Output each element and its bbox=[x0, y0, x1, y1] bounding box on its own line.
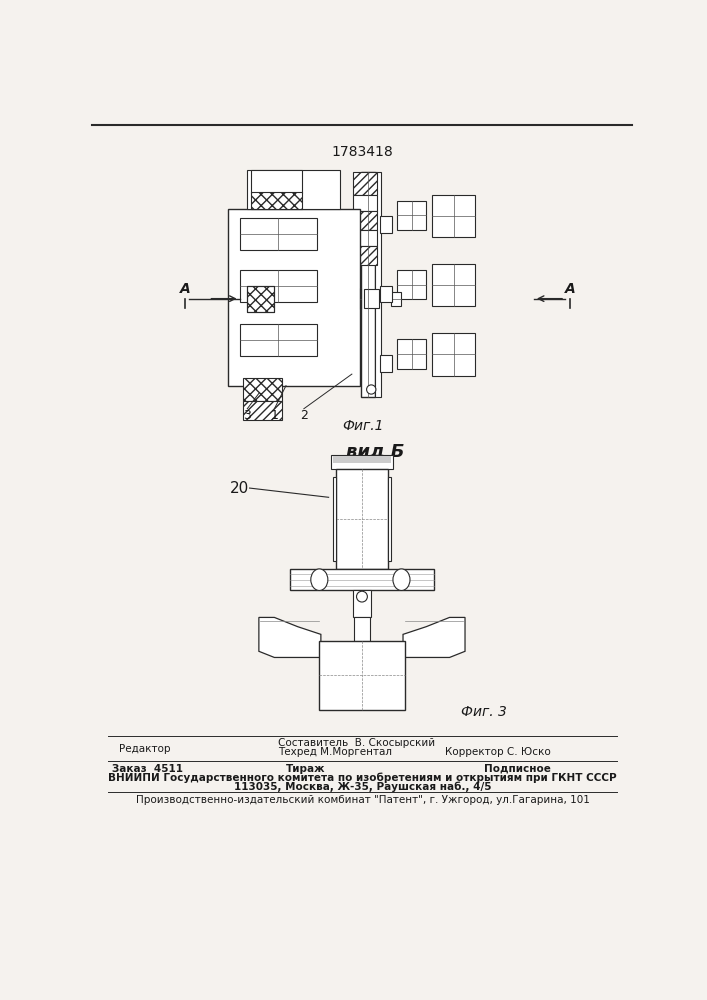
Bar bbox=[380, 355, 392, 372]
Text: Составитель  В. Скосырский: Составитель В. Скосырский bbox=[279, 738, 436, 748]
Text: 1783418: 1783418 bbox=[332, 145, 394, 159]
Bar bbox=[243, 401, 282, 420]
Text: 1: 1 bbox=[271, 409, 279, 422]
Bar bbox=[332, 477, 337, 561]
Bar bbox=[331, 455, 393, 469]
Bar bbox=[240, 218, 317, 250]
Bar bbox=[397, 201, 426, 230]
Text: Тираж: Тираж bbox=[286, 764, 325, 774]
Text: Заказ  4511: Заказ 4511 bbox=[112, 764, 182, 774]
Bar bbox=[251, 192, 301, 209]
Bar bbox=[353, 590, 371, 617]
Bar bbox=[380, 216, 392, 233]
Text: вид Б: вид Б bbox=[346, 442, 404, 460]
Bar bbox=[333, 456, 391, 463]
Bar bbox=[354, 246, 377, 265]
Bar bbox=[247, 286, 274, 312]
Polygon shape bbox=[403, 617, 465, 657]
Text: 20: 20 bbox=[230, 481, 249, 496]
Bar bbox=[380, 286, 392, 302]
Bar bbox=[240, 270, 317, 302]
Text: Корректор С. Юско: Корректор С. Юско bbox=[445, 747, 551, 757]
Bar bbox=[337, 469, 387, 569]
Ellipse shape bbox=[311, 569, 328, 590]
Bar bbox=[354, 617, 370, 641]
Bar bbox=[387, 477, 392, 561]
Bar bbox=[251, 170, 301, 193]
Bar bbox=[397, 339, 426, 369]
Text: Подписное: Подписное bbox=[484, 764, 551, 774]
Bar bbox=[363, 289, 379, 308]
Text: A: A bbox=[565, 282, 575, 296]
Bar bbox=[354, 172, 377, 195]
Bar bbox=[391, 292, 401, 306]
Bar bbox=[360, 288, 361, 309]
Bar bbox=[228, 209, 360, 386]
Text: 3: 3 bbox=[243, 409, 251, 422]
Bar bbox=[247, 170, 340, 209]
Text: 113035, Москва, Ж-35, Раушская наб., 4/5: 113035, Москва, Ж-35, Раушская наб., 4/5 bbox=[234, 781, 491, 792]
Text: Производственно-издательский комбинат "Патент", г. Ужгород, ул.Гагарина, 101: Производственно-издательский комбинат "П… bbox=[136, 795, 590, 805]
Text: Фиг. 3: Фиг. 3 bbox=[461, 705, 506, 719]
Text: Редактор: Редактор bbox=[119, 744, 171, 754]
Ellipse shape bbox=[393, 569, 410, 590]
Bar bbox=[354, 211, 377, 230]
Bar bbox=[397, 270, 426, 299]
Bar bbox=[243, 378, 282, 401]
Text: Техред М.Моргентал: Техред М.Моргентал bbox=[279, 747, 392, 757]
Text: ВНИИПИ Государственного комитета по изобретениям и открытиям при ГКНТ СССР: ВНИИПИ Государственного комитета по изоб… bbox=[108, 772, 617, 783]
Text: 2: 2 bbox=[300, 409, 308, 422]
Bar bbox=[361, 172, 375, 397]
Polygon shape bbox=[259, 617, 321, 657]
Bar bbox=[354, 230, 377, 246]
Bar bbox=[320, 641, 404, 710]
Text: Фиг.1: Фиг.1 bbox=[342, 419, 383, 433]
Bar bbox=[433, 264, 475, 306]
Bar bbox=[354, 195, 377, 211]
Bar bbox=[247, 286, 274, 312]
Circle shape bbox=[367, 385, 376, 394]
Bar bbox=[433, 333, 475, 376]
Bar bbox=[375, 172, 381, 397]
Bar bbox=[240, 324, 317, 356]
Text: A: A bbox=[180, 282, 191, 296]
Circle shape bbox=[356, 591, 368, 602]
Bar bbox=[290, 569, 434, 590]
Bar bbox=[433, 195, 475, 237]
